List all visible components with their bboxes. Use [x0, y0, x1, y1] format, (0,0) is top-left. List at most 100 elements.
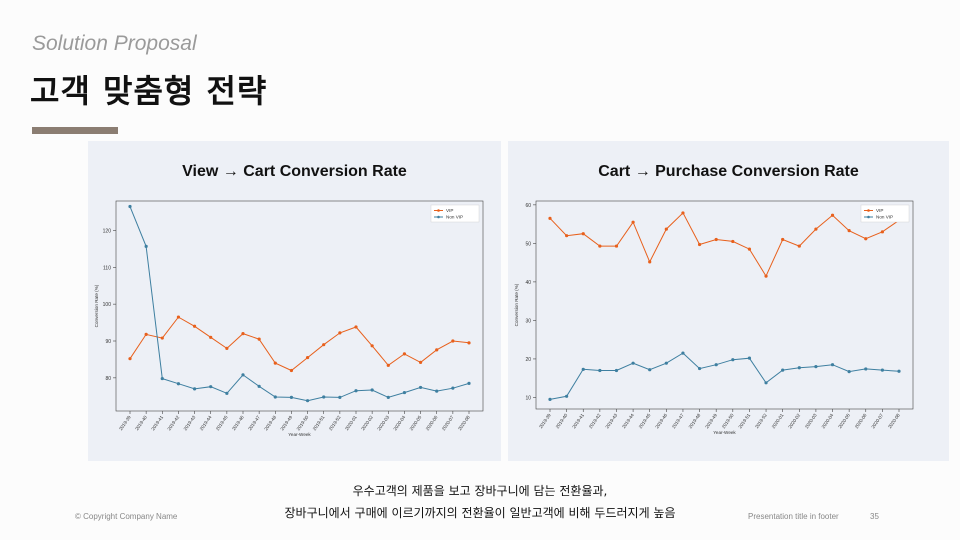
- legend-label: VIP: [876, 208, 883, 213]
- data-point: [581, 232, 585, 236]
- series-line-non-vip: [549, 352, 900, 400]
- legend-label: Non VIP: [446, 215, 463, 220]
- x-tick-label: 2020-04: [392, 414, 406, 431]
- footer-presentation-title: Presentation title in footer: [748, 512, 839, 521]
- x-tick-label: 2019-46: [654, 412, 668, 429]
- data-point: [467, 381, 471, 385]
- data-point: [797, 366, 801, 370]
- x-tick-label: 2019-49: [704, 412, 718, 429]
- x-tick-label: 2020-07: [870, 412, 884, 429]
- data-point: [697, 366, 702, 371]
- x-tick-label: 2019-49: [279, 414, 293, 431]
- data-point: [451, 339, 455, 343]
- x-tick-label: 2020-06: [854, 412, 868, 429]
- legend-marker: [437, 209, 440, 212]
- data-point: [731, 239, 735, 244]
- data-point: [631, 220, 635, 224]
- data-point: [418, 385, 423, 390]
- data-point: [289, 368, 294, 373]
- data-point: [830, 213, 835, 217]
- data-point: [830, 363, 835, 367]
- data-point: [386, 363, 390, 367]
- title-accent-bar: [32, 127, 118, 134]
- data-point: [370, 344, 374, 348]
- data-point: [847, 229, 851, 233]
- chart-panel-view-cart: View → Cart Conversion Rate 80 90 100 110 12…: [88, 141, 501, 461]
- footer-page-number: 35: [870, 512, 879, 521]
- data-point: [144, 244, 148, 248]
- caption-line-1: 우수고객의 제품을 보고 장바구니에 담는 전환율과,: [352, 484, 608, 498]
- x-tick-label: 2019-39: [538, 412, 552, 429]
- data-point: [338, 395, 342, 399]
- data-point: [273, 395, 277, 399]
- data-point: [241, 332, 245, 336]
- data-point: [289, 395, 294, 399]
- kicker-text: Solution Proposal: [32, 32, 197, 55]
- data-point: [548, 216, 552, 220]
- data-point: [402, 390, 407, 395]
- y-tick-label: 40: [525, 280, 531, 286]
- legend-marker: [867, 209, 870, 212]
- data-point: [160, 376, 164, 381]
- data-point: [402, 352, 407, 356]
- y-tick-label: 110: [103, 265, 111, 271]
- data-point: [648, 368, 652, 372]
- x-axis-label: Year-Week: [713, 430, 736, 435]
- data-point: [370, 388, 374, 392]
- series-line-vip: [549, 212, 900, 278]
- x-tick-label: 2020-08: [457, 414, 471, 431]
- y-tick-label: 100: [103, 302, 112, 308]
- legend-marker: [867, 215, 870, 219]
- legend-label: Non VIP: [876, 215, 893, 220]
- data-point: [781, 237, 785, 242]
- x-tick-label: 2019-41: [150, 414, 164, 431]
- data-point: [160, 336, 164, 340]
- data-point: [565, 234, 569, 238]
- data-point: [435, 348, 439, 352]
- data-point: [664, 361, 668, 365]
- data-point: [435, 389, 439, 393]
- y-tick-label: 80: [105, 376, 111, 382]
- data-point: [209, 335, 213, 339]
- data-point: [225, 391, 229, 395]
- data-point: [192, 387, 197, 391]
- x-tick-label: 2019-44: [621, 412, 635, 429]
- x-tick-label: 2020-05: [409, 414, 423, 431]
- chart-panel-cart-purchase: Cart → Purchase Conversion Rate 10 20 30 40…: [508, 141, 949, 461]
- data-point: [273, 361, 277, 365]
- data-point: [418, 360, 423, 364]
- x-tick-label: 2019-51: [737, 412, 751, 429]
- data-point: [697, 242, 702, 247]
- x-tick-label: 2019-42: [166, 414, 180, 431]
- data-point: [764, 381, 768, 385]
- data-point: [747, 356, 752, 360]
- y-tick-label: 10: [525, 395, 531, 401]
- x-tick-label: 2019-52: [754, 412, 768, 429]
- x-tick-label: 2020-03: [376, 414, 390, 431]
- plot-frame: [535, 200, 914, 410]
- data-point: [864, 237, 868, 241]
- x-tick-label: 2019-44: [199, 414, 213, 431]
- data-point: [897, 369, 901, 373]
- data-point: [648, 260, 652, 264]
- legend-label: VIP: [446, 208, 453, 213]
- data-point: [322, 395, 326, 399]
- data-point: [681, 351, 685, 355]
- x-tick-label: 2019-40: [555, 412, 569, 429]
- data-point: [209, 385, 213, 389]
- y-tick-label: 90: [105, 339, 111, 345]
- x-tick-label: 2020-06: [425, 414, 439, 431]
- data-point: [847, 370, 851, 374]
- data-point: [565, 394, 569, 398]
- x-tick-label: 2019-46: [231, 414, 245, 431]
- data-point: [548, 397, 552, 401]
- x-tick-label: 2019-51: [312, 414, 326, 431]
- data-point: [880, 368, 884, 372]
- x-tick-label: 2020-02: [360, 414, 374, 431]
- caption-line-2: 장바구니에서 구매에 이르기까지의 전환율이 일반고객에 비해 두드러지게 높음: [284, 506, 676, 520]
- x-tick-label: 2019-47: [671, 412, 685, 429]
- x-tick-label: 2019-45: [638, 412, 652, 429]
- y-tick-label: 120: [103, 228, 112, 234]
- data-point: [241, 373, 245, 377]
